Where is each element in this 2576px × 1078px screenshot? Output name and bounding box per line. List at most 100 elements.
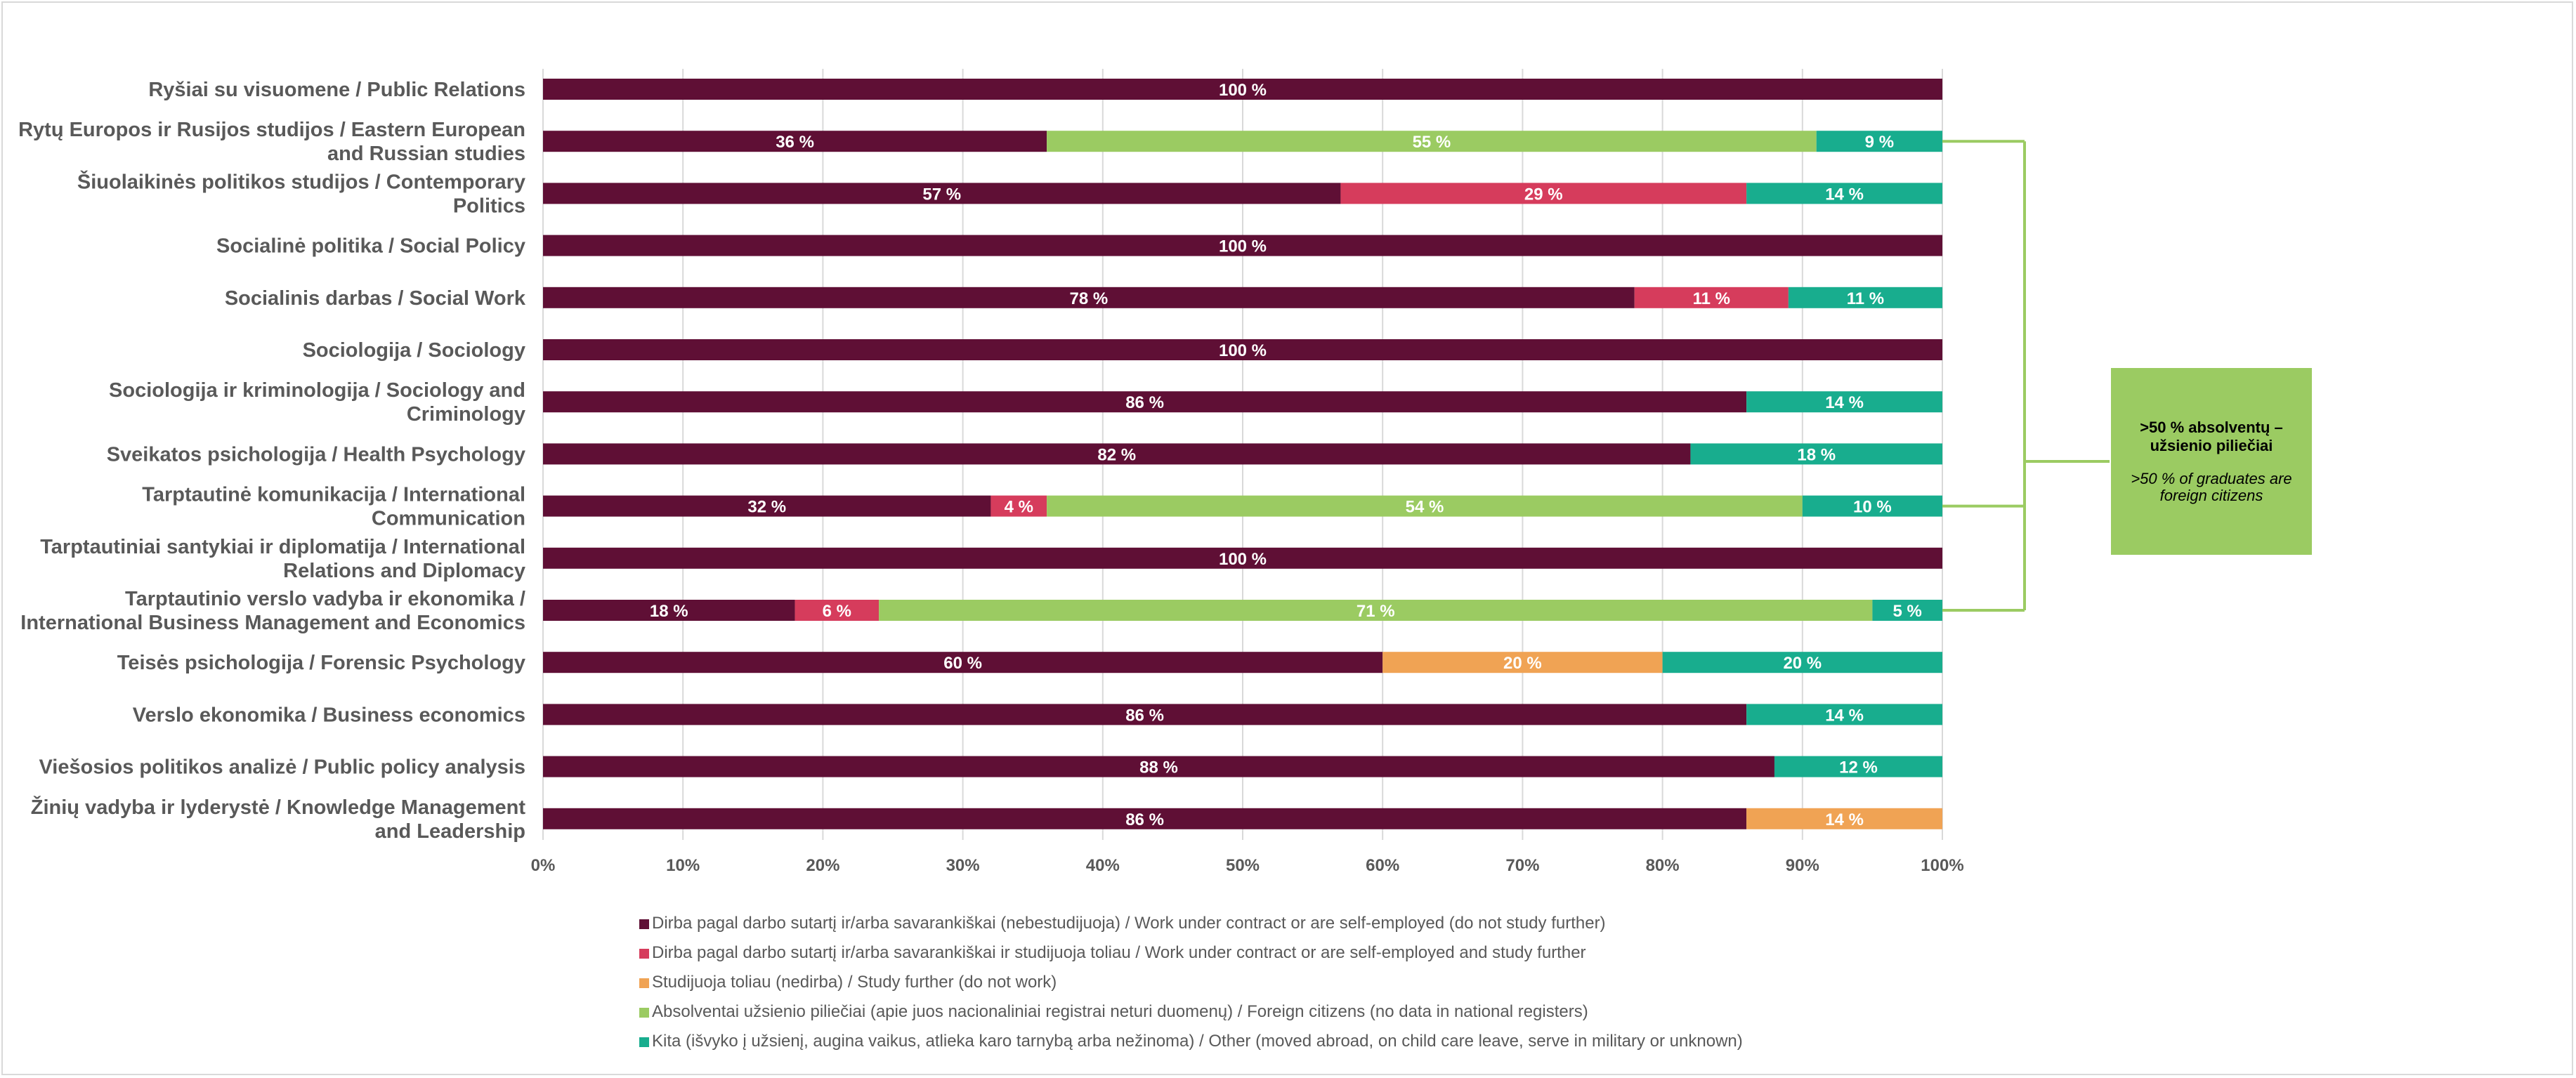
x-tick-label: 50%: [1226, 856, 1260, 875]
category-label: Communication: [372, 508, 525, 530]
category-label: Politics: [453, 195, 525, 217]
category-label: Teisės psichologija / Forensic Psycholog…: [117, 652, 525, 674]
x-tick-label: 100%: [1921, 856, 1963, 875]
data-label: 60 %: [943, 654, 982, 673]
bar-segment: [543, 79, 1942, 100]
category-label: and Leadership: [375, 820, 525, 843]
annotation-title: >50 % absolventų – užsienio piliečiai: [2140, 419, 2283, 454]
bar-segment: [1746, 704, 1942, 725]
data-label: 9 %: [1865, 133, 1894, 152]
annotation-subtitle: >50 % of graduates are foreign citizens: [2131, 470, 2292, 504]
bar-segment: [1788, 287, 1942, 308]
category-labels: Ryšiai su visuomene / Public Relations Ry…: [18, 79, 526, 843]
bar-segment: [543, 183, 1341, 204]
category-label: Criminology: [407, 403, 525, 426]
legend-swatch: [639, 1037, 649, 1047]
data-label: 57 %: [922, 185, 961, 204]
legend-entry: Dirba pagal darbo sutartį ir/arba savara…: [652, 943, 1586, 962]
bar-segment: [1662, 652, 1942, 673]
data-label: 36 %: [776, 133, 814, 152]
data-label: 11 %: [1847, 289, 1884, 308]
data-label: 5 %: [1893, 602, 1922, 621]
x-tick-label: 30%: [946, 856, 980, 875]
category-label: Žinių vadyba ir lyderystė / Knowledge Ma…: [31, 795, 526, 819]
bar-segment: [543, 495, 991, 517]
category-label: Socialinė politika / Social Policy: [216, 235, 525, 258]
bar-segment: [1746, 391, 1942, 413]
bar-segment: [1047, 131, 1817, 152]
bar-segment: [543, 704, 1747, 725]
bar-segment: [543, 808, 1747, 829]
annotation-bracket: [1942, 140, 2110, 612]
legend-entry: Studijuoja toliau (nedirba) / Study furt…: [652, 973, 1057, 992]
data-label: 88 %: [1139, 758, 1178, 777]
data-label: 71 %: [1356, 602, 1395, 621]
bar-segment: [1816, 131, 1942, 152]
data-label: 12 %: [1839, 758, 1878, 777]
data-label: 100 %: [1219, 550, 1267, 569]
bar-segment: [543, 756, 1774, 777]
x-tick-label: 70%: [1505, 856, 1539, 875]
data-label: 20 %: [1503, 654, 1542, 673]
bar-segment: [543, 652, 1383, 673]
bar-segment: [543, 339, 1942, 360]
data-label: 14 %: [1825, 810, 1864, 829]
bar-segment: [1340, 183, 1747, 204]
data-label: 14 %: [1825, 185, 1864, 204]
data-label: 86 %: [1125, 810, 1164, 829]
bar-segment: [1872, 600, 1942, 621]
legend-swatch: [639, 919, 649, 929]
x-axis-ticks: 0% 10% 20% 30% 40% 50% 60% 70% 80% 90% 100%: [531, 856, 1964, 875]
data-label: 86 %: [1125, 393, 1164, 412]
data-label: 100 %: [1219, 341, 1267, 360]
data-label: 14 %: [1825, 393, 1864, 412]
data-label: 82 %: [1097, 445, 1136, 464]
bar-segment: [1802, 495, 1942, 517]
bar-segment: [795, 600, 880, 621]
data-label: 100 %: [1219, 237, 1267, 256]
bar-segment: [543, 391, 1747, 413]
category-label: Rytų Europos ir Rusijos studijos / Easte…: [18, 119, 525, 141]
x-tick-label: 10%: [666, 856, 700, 875]
category-label: and Russian studies: [327, 143, 525, 165]
bars: 100 % 36 % 55 % 9 % 57 % 29 % 14 % 100 % 78 % 11 …: [543, 79, 1942, 829]
bar-segment: [543, 287, 1635, 308]
legend-swatch: [639, 949, 649, 959]
legend: Dirba pagal darbo sutartį ir/arba savara…: [639, 914, 1743, 1051]
bar-segment: [543, 600, 795, 621]
bar-segment: [543, 547, 1942, 569]
x-tick-label: 40%: [1086, 856, 1120, 875]
legend-entry: Absolventai užsienio piliečiai (apie juo…: [652, 1002, 1588, 1021]
data-label: 6 %: [823, 602, 851, 621]
legend-entry: Kita (išvyko į užsienį, augina vaikus, a…: [652, 1032, 1743, 1051]
data-label: 78 %: [1070, 289, 1109, 308]
data-label: 100 %: [1219, 81, 1267, 100]
category-label: Sociologija ir kriminologija / Sociology…: [109, 379, 525, 402]
data-label: 11 %: [1693, 289, 1730, 308]
category-label: Tarptautiniai santykiai ir diplomatija /…: [40, 536, 525, 558]
x-tick-label: 20%: [806, 856, 839, 875]
category-label: Verslo ekonomika / Business economics: [133, 704, 525, 726]
bar-segment: [543, 131, 1047, 152]
bar-segment: [1382, 652, 1663, 673]
data-label: 4 %: [1005, 498, 1033, 517]
bar-segment: [543, 235, 1942, 256]
x-tick-label: 90%: [1786, 856, 1819, 875]
data-label: 29 %: [1524, 185, 1563, 204]
x-tick-label: 60%: [1366, 856, 1399, 875]
category-label: Sveikatos psichologija / Health Psycholo…: [107, 443, 525, 466]
legend-swatch: [639, 1008, 649, 1018]
data-label: 55 %: [1413, 133, 1451, 152]
bar-segment: [1746, 183, 1942, 204]
data-label: 86 %: [1125, 706, 1164, 725]
category-label: Tarptautinė komunikacija / International: [142, 484, 525, 506]
data-label: 10 %: [1853, 498, 1892, 517]
data-label: 14 %: [1825, 706, 1864, 725]
bar-segment: [879, 600, 1873, 621]
legend-entry: Dirba pagal darbo sutartį ir/arba savara…: [652, 914, 1606, 933]
bar-segment: [1047, 495, 1803, 517]
bar-segment: [1690, 443, 1942, 465]
category-label: Šiuolaikinės politikos studijos / Contem…: [77, 169, 525, 193]
bar-segment: [1774, 756, 1942, 777]
